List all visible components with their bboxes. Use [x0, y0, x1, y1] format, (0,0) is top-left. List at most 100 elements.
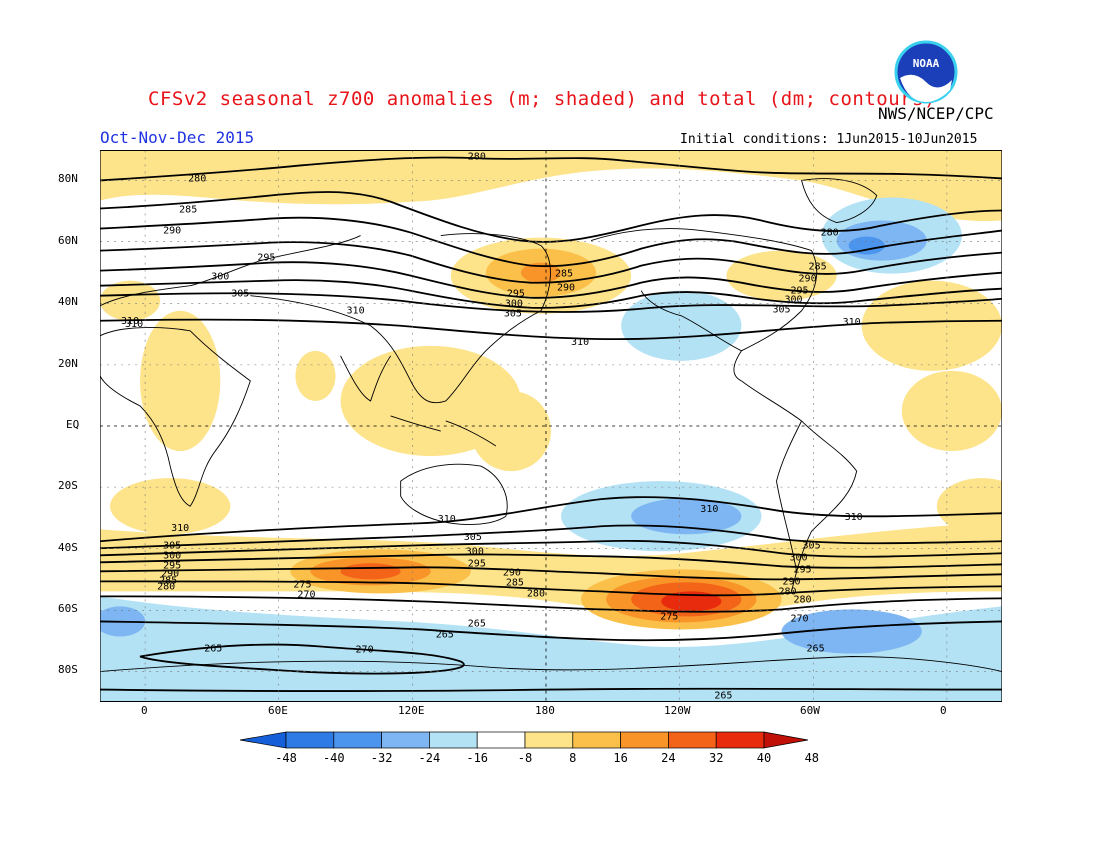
contour-label: 295 [257, 253, 275, 264]
contour-label: 305 [464, 532, 482, 543]
colorbar-label: 40 [757, 751, 771, 765]
lat-label: 80S [58, 663, 78, 676]
forecast-period: Oct-Nov-Dec 2015 [100, 128, 255, 147]
lon-label: 120E [398, 704, 425, 717]
contour-label: 285 [159, 575, 177, 586]
contour-label: 305 [231, 289, 249, 300]
contour-label: 305 [772, 305, 790, 316]
contour-label: 300 [211, 272, 229, 283]
contour-label: 300 [790, 552, 808, 563]
lon-label: 0 [940, 704, 947, 717]
colorbar-label: -24 [419, 751, 441, 765]
colorbar-swatch [668, 731, 717, 749]
contour-label: 265 [204, 644, 222, 655]
lat-label: 80N [58, 172, 78, 185]
colorbar-swatch [285, 731, 335, 749]
contour-label: 290 [557, 283, 575, 294]
contour-label: 285 [555, 269, 573, 280]
contour-label: 295 [163, 560, 181, 571]
contour-label: 295 [794, 564, 812, 575]
contour-label: 280 [468, 151, 486, 162]
colorbar-swatch [476, 731, 526, 749]
colorbar-swatch [524, 731, 574, 749]
contour-label: 310 [845, 512, 863, 523]
contour-label: 295 [468, 558, 486, 569]
contour-label: 270 [297, 589, 315, 600]
lon-label: 60E [268, 704, 288, 717]
lat-label: 60N [58, 234, 78, 247]
initial-conditions: Initial conditions: 1Jun2015-10Jun2015 [680, 132, 978, 147]
lat-label: 20N [58, 357, 78, 370]
colorbar-label: -40 [323, 751, 345, 765]
contour-label: 265 [468, 618, 486, 629]
contour-label: 280 [527, 588, 545, 599]
colorbar-arrow-low [239, 731, 287, 749]
contour-label: 310 [700, 504, 718, 515]
contour-label: 310 [125, 319, 143, 330]
contour-label: 310 [121, 316, 139, 327]
contour-label: 290 [161, 568, 179, 579]
contour-label: 310 [438, 514, 456, 525]
colorbar-label: -16 [466, 751, 488, 765]
map-title: CFSv2 seasonal z700 anomalies (m; shaded… [148, 88, 936, 110]
contour-label: 305 [504, 309, 522, 320]
lat-label: 40S [58, 541, 78, 554]
contour-label: 280 [778, 586, 796, 597]
lat-label: 60S [58, 602, 78, 615]
contour-label: 280 [821, 228, 839, 239]
lon-label: 60W [800, 704, 820, 717]
contour-label: 265 [807, 644, 825, 655]
contour-label: 295 [791, 286, 809, 297]
colorbar-swatch [620, 731, 669, 749]
lon-label: 180 [535, 704, 555, 717]
contour-labels: 280 280 285 290 295 300 305 310 310 285 … [121, 151, 863, 701]
contour-label: 270 [356, 645, 374, 656]
colorbar-arrow-high [763, 731, 809, 749]
graticule [100, 150, 1002, 702]
contour-label: 290 [799, 274, 817, 285]
contour-label: 300 [784, 295, 802, 306]
contour-label: 290 [163, 226, 181, 237]
colorbar-label: 32 [709, 751, 723, 765]
svg-text:NOAA: NOAA [913, 57, 940, 70]
colorbar-label: 24 [661, 751, 675, 765]
contour-label: 275 [660, 611, 678, 622]
contour-label: 275 [293, 579, 311, 590]
contour-label: 300 [163, 550, 181, 561]
colorbar-label: 16 [613, 751, 627, 765]
colorbar-label: -48 [275, 751, 297, 765]
lon-label: 0 [141, 704, 148, 717]
contour-label: 300 [505, 299, 523, 310]
colorbar: -48 -40 -32 -24 -16 -8 8 16 24 32 40 48 [239, 731, 819, 765]
colorbar-label: -32 [371, 751, 393, 765]
colorbar-label: -8 [518, 751, 532, 765]
contour-label: 285 [179, 205, 197, 216]
colorbar-label: 8 [569, 751, 576, 765]
contour-label: 310 [171, 523, 189, 534]
contour-label: 265 [714, 691, 732, 702]
contour-label: 310 [843, 317, 861, 328]
height-contours [100, 156, 1002, 692]
contour-label: 300 [466, 546, 484, 557]
contour-label: 280 [794, 594, 812, 605]
contour-label: 280 [188, 173, 206, 184]
contour-label: 305 [163, 540, 181, 551]
anomaly-map: 280 280 285 290 295 300 305 310 310 285 … [100, 150, 1002, 702]
lon-label: 120W [664, 704, 691, 717]
contour-label: 280 [157, 581, 175, 592]
lat-label: 20S [58, 479, 78, 492]
contour-label: 310 [347, 306, 365, 317]
noaa-logo: NOAA [894, 40, 958, 104]
contour-label: 295 [507, 289, 525, 300]
contour-label: 285 [506, 577, 524, 588]
colorbar-swatch [715, 731, 765, 749]
contour-label: 290 [503, 567, 521, 578]
colorbar-label: 48 [805, 751, 819, 765]
colorbar-swatch [429, 731, 478, 749]
agency-label: NWS/NCEP/CPC [878, 104, 994, 123]
contour-label: 290 [782, 576, 800, 587]
contour-label: 305 [803, 540, 821, 551]
lat-label: 40N [58, 295, 78, 308]
coastlines [100, 178, 1002, 672]
graticule-minor [100, 150, 1002, 702]
